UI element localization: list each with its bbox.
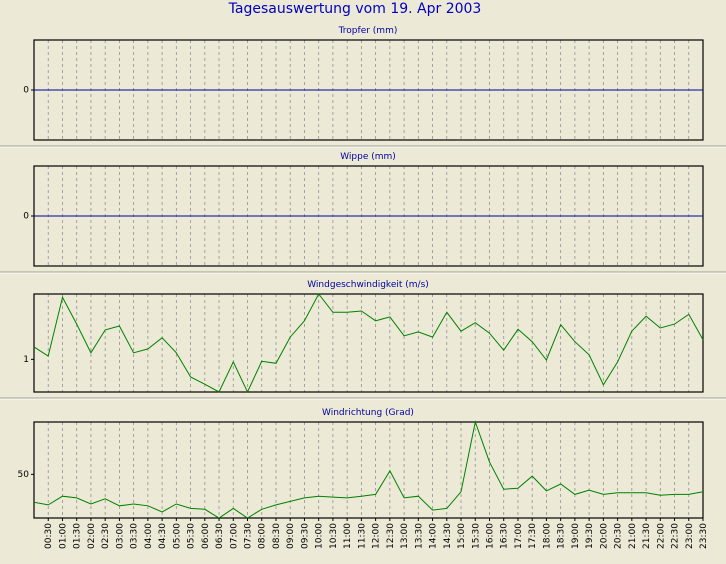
plot-frame (33, 421, 704, 519)
x-tick-label: 15:00 (457, 523, 467, 549)
x-tick-label: 19:00 (571, 523, 581, 549)
x-tick-label: 08:00 (258, 523, 268, 549)
x-tick-label: 16:00 (485, 523, 495, 549)
x-tick-label: 00:30 (44, 523, 54, 549)
y-tick-label: 0 (23, 86, 29, 96)
panel-title: Windgeschwindigkeit (m/s) (307, 280, 429, 290)
panel-title: Wippe (mm) (340, 152, 396, 162)
x-tick-label: 04:30 (158, 523, 168, 549)
x-tick-label: 12:30 (386, 523, 396, 549)
x-tick-label: 22:30 (671, 523, 681, 549)
data-line (33, 293, 704, 394)
x-tick-label: 16:30 (500, 523, 510, 549)
plot-frame (33, 293, 704, 393)
x-tick-label: 11:30 (357, 523, 367, 549)
y-tick-label: 0 (23, 212, 29, 222)
x-tick-label: 22:00 (656, 523, 666, 549)
page-title: Tagesauswertung vom 19. Apr 2003 (228, 1, 482, 17)
x-tick-label: 09:00 (286, 523, 296, 549)
x-tick-label: 03:00 (115, 523, 125, 549)
x-tick-label: 08:30 (272, 523, 282, 549)
x-tick-label: 21:30 (642, 523, 652, 549)
x-tick-label: 21:00 (628, 523, 638, 549)
x-tick-label: 02:00 (87, 523, 97, 549)
x-tick-label: 23:00 (685, 523, 695, 549)
x-tick-label: 13:00 (400, 523, 410, 549)
x-tick-label: 07:00 (229, 523, 239, 549)
panel-title: Windrichtung (Grad) (322, 408, 414, 418)
x-tick-label: 01:30 (73, 523, 83, 549)
x-tick-label: 05:00 (172, 523, 182, 549)
x-tick-label: 06:00 (201, 523, 211, 549)
x-tick-label: 23:30 (699, 523, 709, 549)
x-tick-label: 13:30 (414, 523, 424, 549)
x-tick-label: 20:30 (614, 523, 624, 549)
data-line (33, 420, 704, 519)
x-tick-label: 09:30 (300, 523, 310, 549)
x-tick-label: 14:30 (443, 523, 453, 549)
x-tick-label: 11:00 (343, 523, 353, 549)
x-tick-label: 17:30 (528, 523, 538, 549)
y-tick-label: 50 (18, 470, 30, 480)
panel-title: Tropfer (mm) (338, 26, 398, 36)
x-tick-label: 19:30 (585, 523, 595, 549)
x-tick-label: 03:30 (130, 523, 140, 549)
x-tick-label: 02:30 (101, 523, 111, 549)
x-tick-label: 15:30 (471, 523, 481, 549)
x-tick-label: 04:00 (144, 523, 154, 549)
x-tick-label: 18:30 (557, 523, 567, 549)
x-tick-label: 17:00 (514, 523, 524, 549)
x-tick-label: 12:00 (372, 523, 382, 549)
x-tick-label: 10:00 (315, 523, 325, 549)
x-tick-label: 14:00 (429, 523, 439, 549)
x-tick-label: 07:30 (244, 523, 254, 549)
x-tick-label: 18:00 (542, 523, 552, 549)
y-tick-label: 1 (23, 355, 29, 365)
x-tick-label: 01:00 (58, 523, 68, 549)
x-tick-label: 20:00 (599, 523, 609, 549)
x-tick-label: 10:30 (329, 523, 339, 549)
x-tick-label: 06:30 (215, 523, 225, 549)
x-tick-label: 05:30 (187, 523, 197, 549)
